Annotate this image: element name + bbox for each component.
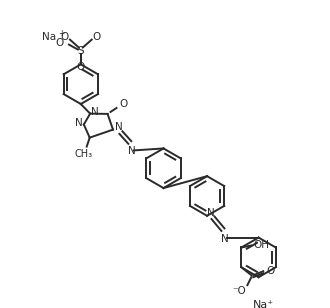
Text: Na: Na — [42, 32, 56, 42]
Text: O: O — [61, 32, 69, 42]
Text: N: N — [115, 122, 123, 132]
Text: CH₃: CH₃ — [75, 149, 93, 160]
Text: O: O — [92, 32, 101, 42]
Text: N: N — [221, 233, 229, 244]
Text: ⁻O: ⁻O — [233, 286, 246, 296]
Text: Na⁺: Na⁺ — [253, 300, 274, 308]
Text: O: O — [119, 99, 128, 109]
Text: S: S — [78, 46, 84, 55]
Text: N: N — [75, 118, 83, 128]
Text: O: O — [77, 62, 85, 72]
Text: N: N — [207, 208, 215, 218]
Text: N: N — [128, 146, 136, 156]
Text: N: N — [91, 107, 99, 117]
Text: O: O — [266, 266, 274, 276]
Text: OH: OH — [253, 240, 269, 249]
Text: +: + — [58, 29, 64, 38]
Text: O: O — [55, 38, 63, 48]
